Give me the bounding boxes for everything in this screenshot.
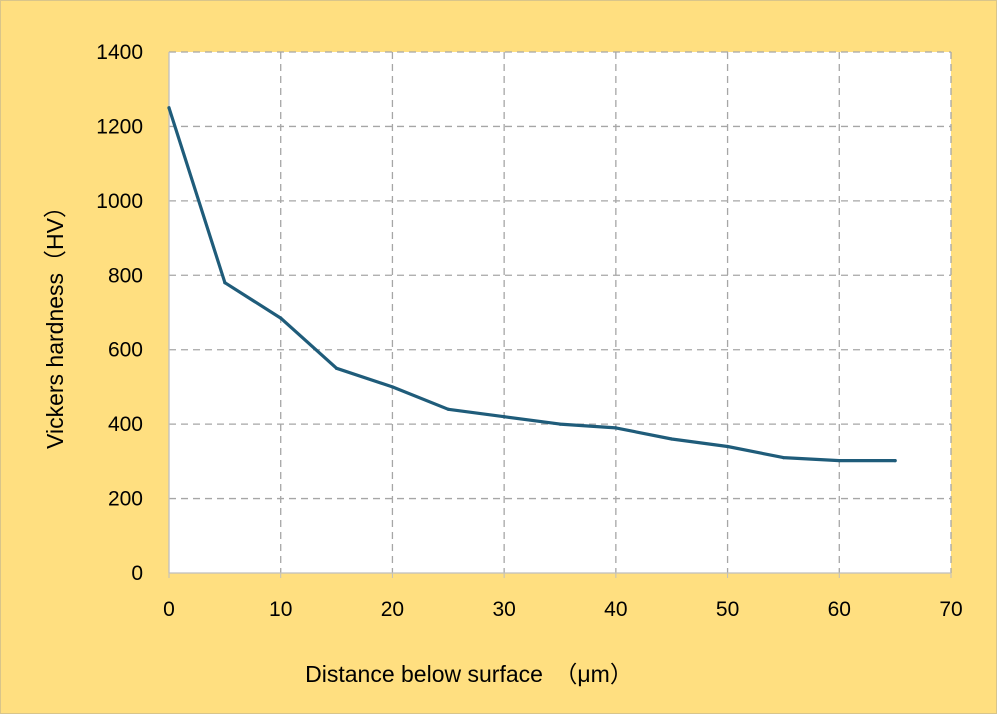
series-line [167, 106, 897, 463]
axes [168, 52, 952, 578]
x-tick-label: 0 [163, 598, 175, 621]
data-point [614, 426, 618, 430]
y-tick-label: 400 [108, 413, 143, 436]
data-point [279, 316, 283, 320]
y-tick-label: 1400 [96, 41, 143, 64]
x-tick-label: 60 [828, 598, 851, 621]
data-point [502, 415, 506, 419]
data-point [446, 407, 450, 411]
gridlines [169, 51, 952, 573]
x-tick-label: 50 [716, 598, 739, 621]
data-point [781, 456, 786, 460]
data-point [893, 459, 897, 463]
data-point [837, 459, 841, 463]
tick-labels: 0 200 400 600 800 1000 1200 1400 0 10 20 30 40 50 60 70 [96, 41, 962, 621]
y-tick-label: 800 [108, 264, 143, 287]
x-axis-title: Distance below surface （μm） [305, 661, 633, 687]
x-tick-label: 40 [604, 598, 627, 621]
data-point [334, 366, 339, 370]
x-tick-label: 20 [381, 598, 404, 621]
y-tick-label: 0 [131, 562, 143, 585]
data-point [167, 106, 171, 110]
data-point [223, 281, 227, 285]
plot-area [169, 52, 951, 573]
y-tick-label: 600 [108, 339, 143, 362]
y-tick-label: 200 [108, 488, 143, 511]
data-point [390, 385, 395, 389]
x-tick-label: 70 [939, 598, 962, 621]
data-point [725, 444, 730, 449]
x-tick-label: 30 [492, 598, 515, 621]
data-point [670, 437, 674, 441]
y-tick-label: 1200 [96, 115, 143, 138]
y-tick-label: 1000 [96, 190, 143, 213]
y-axis-title: Vickers hardness（HV） [42, 195, 68, 449]
data-point [558, 422, 562, 426]
series [167, 106, 897, 463]
x-tick-label: 10 [269, 598, 292, 621]
